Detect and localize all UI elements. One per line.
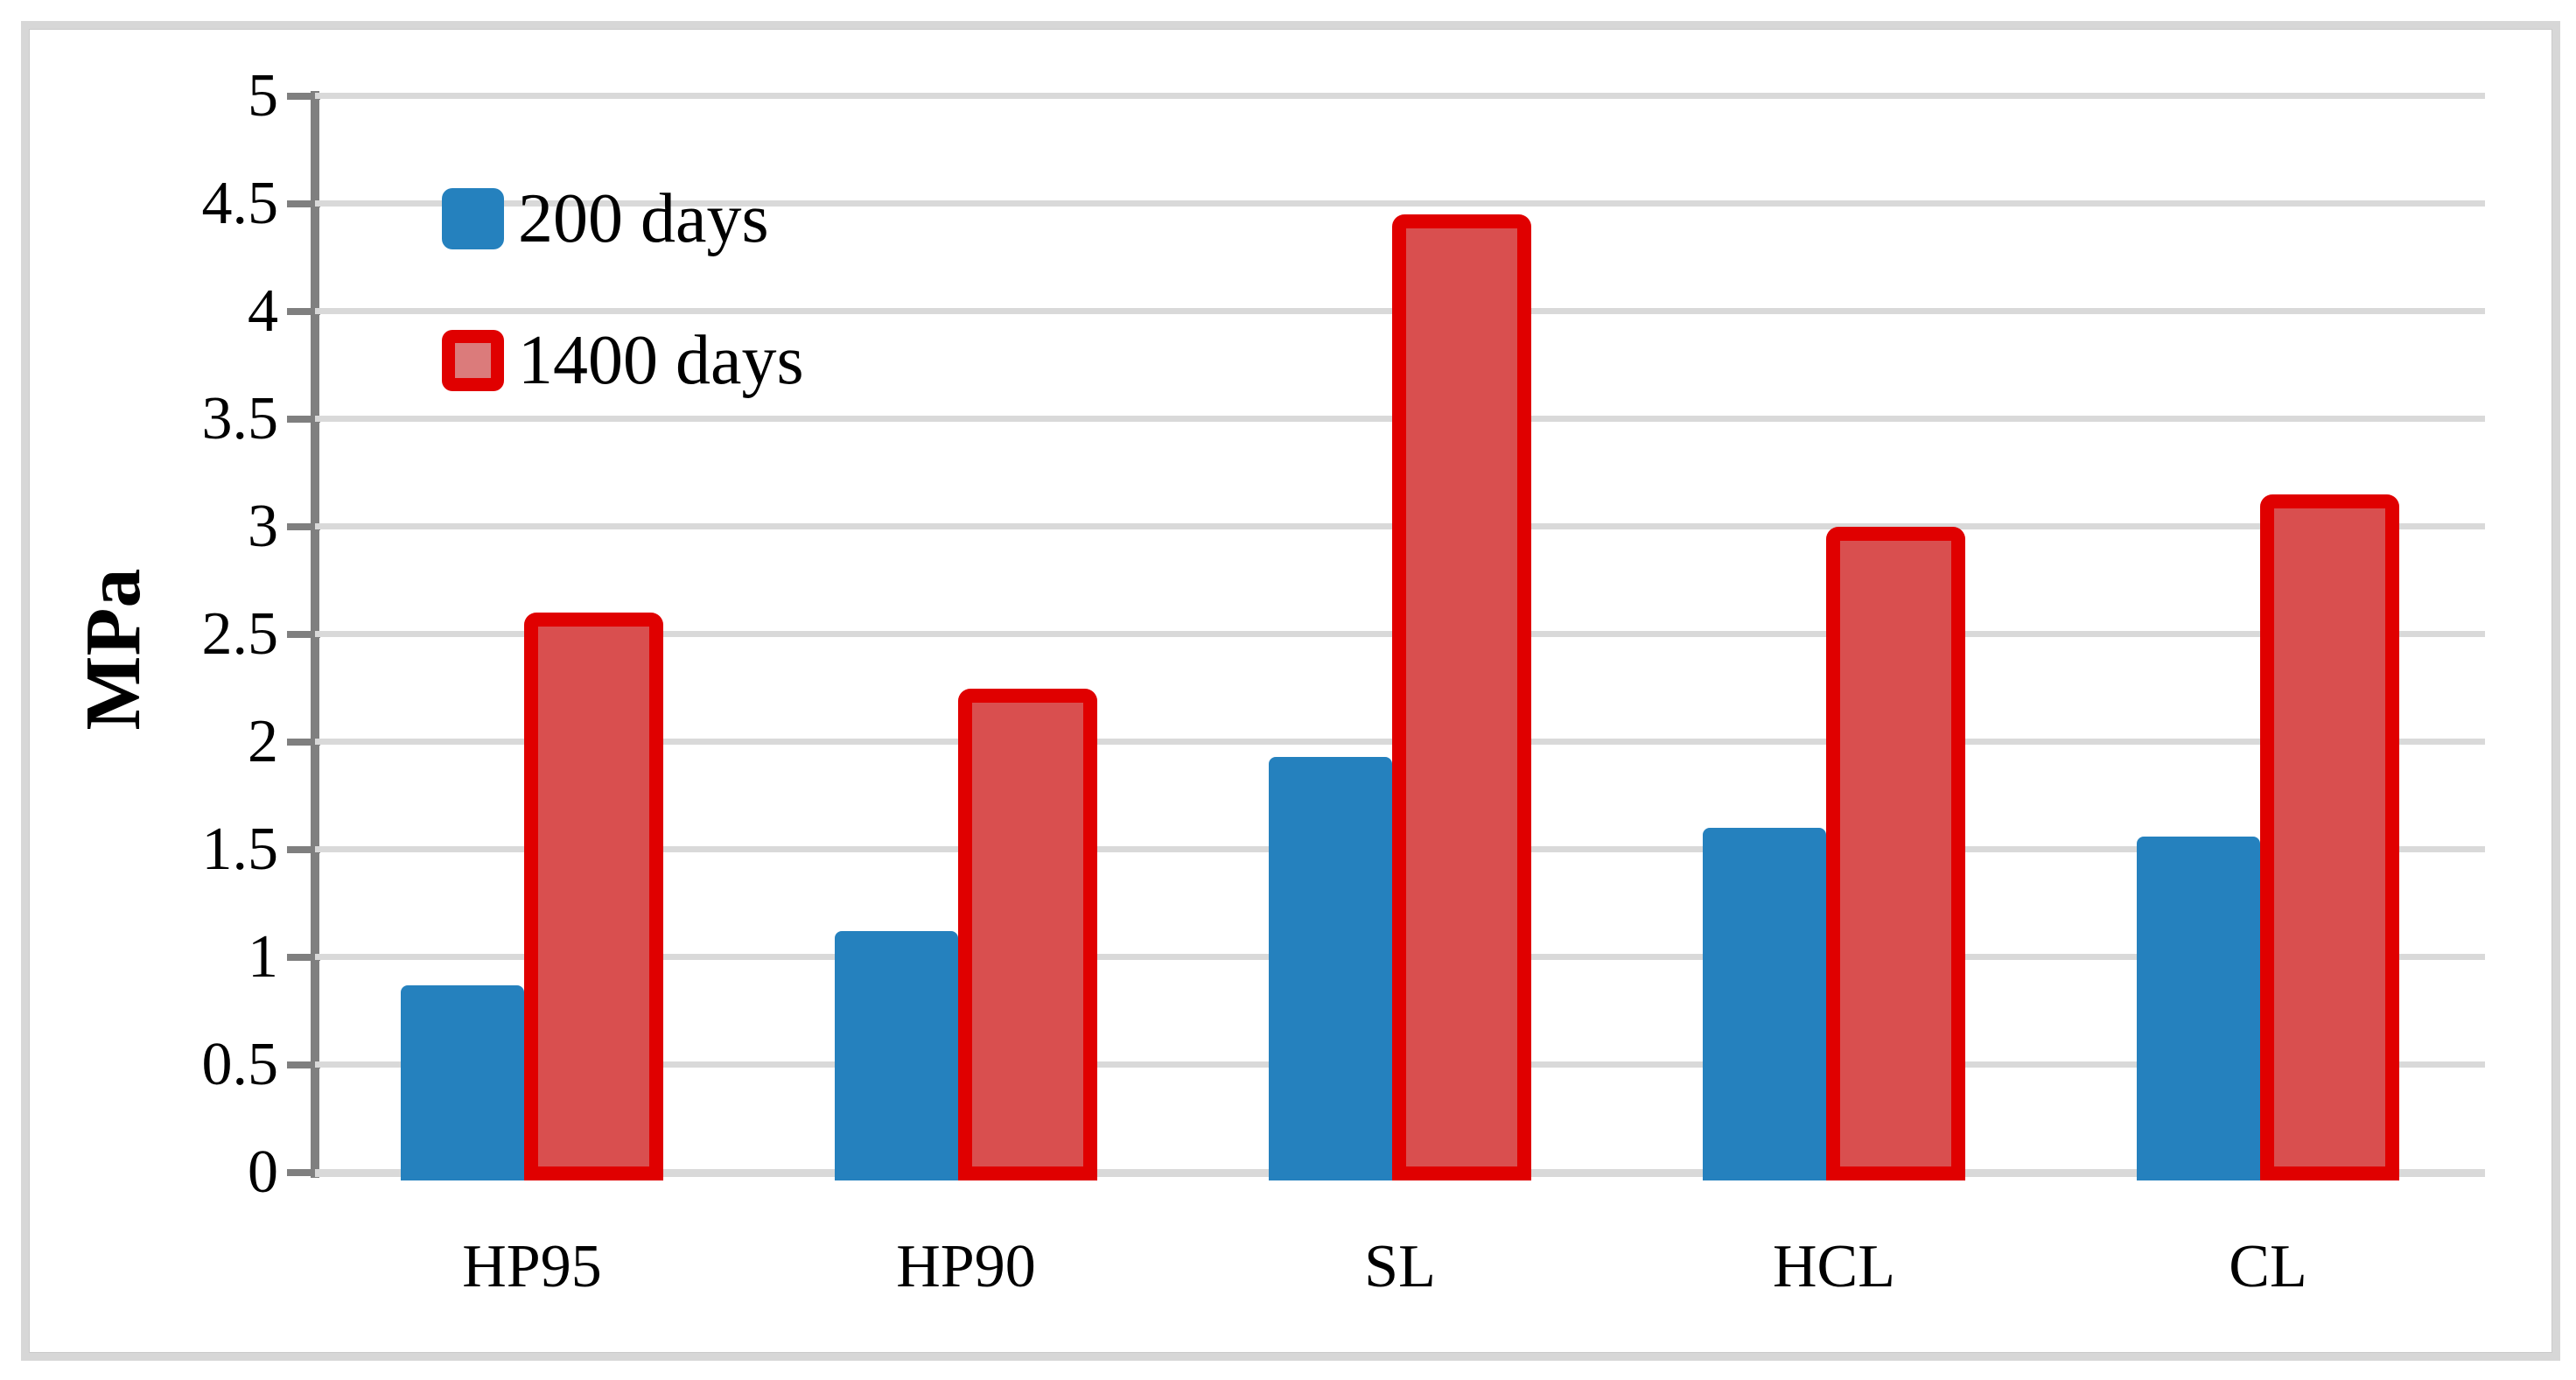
- y-axis-title: MPa: [70, 568, 157, 731]
- legend-label-1400-days: 1400 days: [518, 322, 804, 399]
- category-label-HCL: HCL: [1773, 1233, 1895, 1300]
- category-label-HP95: HP95: [462, 1233, 602, 1300]
- y-tick-label-1.5: 1.5: [201, 816, 279, 883]
- category-label-HP90: HP90: [896, 1233, 1036, 1300]
- legend-swatch-200-days: [442, 188, 504, 249]
- plot-area: [315, 93, 2485, 1180]
- y-tick-2: [287, 739, 320, 746]
- y-tick-1.5: [287, 846, 320, 853]
- y-tick-1: [287, 954, 320, 961]
- legend-item-200-days: 200 days: [442, 180, 804, 257]
- bar-1400-days-HCL: [1826, 527, 1965, 1180]
- y-tick-label-4.5: 4.5: [201, 170, 279, 237]
- bar-1400-days-SL: [1392, 214, 1531, 1180]
- y-tick-0: [287, 1169, 320, 1176]
- y-tick-2.5: [287, 631, 320, 638]
- y-tick-3: [287, 523, 320, 530]
- y-tick-label-3: 3: [248, 493, 278, 560]
- y-tick-label-5: 5: [248, 62, 278, 130]
- bar-200-days-HCL: [1703, 828, 1826, 1180]
- y-tick-label-2.5: 2.5: [201, 600, 279, 668]
- y-tick-label-4: 4: [248, 277, 278, 345]
- y-tick-label-0.5: 0.5: [201, 1031, 279, 1098]
- y-tick-4.5: [287, 200, 320, 207]
- bar-1400-days-HP90: [958, 688, 1097, 1180]
- category-label-SL: SL: [1364, 1233, 1436, 1300]
- y-tick-label-0: 0: [248, 1138, 278, 1206]
- bar-200-days-CL: [2137, 837, 2260, 1180]
- y-tick-5: [287, 93, 320, 100]
- y-tick-label-3.5: 3.5: [201, 385, 279, 452]
- legend: 200 days 1400 days: [442, 180, 804, 399]
- legend-label-200-days: 200 days: [518, 180, 769, 257]
- bar-200-days-HP95: [401, 984, 524, 1180]
- bar-200-days-SL: [1269, 757, 1392, 1180]
- gridline-4.5: [315, 200, 2485, 207]
- bar-1400-days-HP95: [524, 613, 663, 1180]
- y-tick-3.5: [287, 416, 320, 423]
- bar-1400-days-CL: [2260, 494, 2399, 1180]
- legend-item-1400-days: 1400 days: [442, 322, 804, 399]
- gridline-5: [315, 93, 2485, 99]
- y-tick-label-2: 2: [248, 708, 278, 775]
- y-tick-0.5: [287, 1061, 320, 1068]
- y-tick-4: [287, 308, 320, 315]
- category-label-CL: CL: [2229, 1233, 2307, 1300]
- legend-swatch-1400-days: [442, 330, 504, 391]
- bar-200-days-HP90: [835, 931, 958, 1180]
- y-tick-label-1: 1: [248, 923, 278, 991]
